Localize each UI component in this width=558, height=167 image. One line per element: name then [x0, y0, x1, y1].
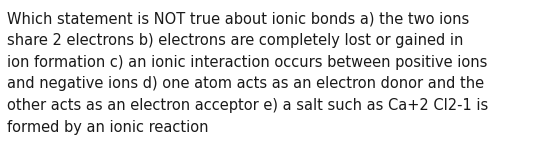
- Text: Which statement is NOT true about ionic bonds a) the two ions
share 2 electrons : Which statement is NOT true about ionic …: [7, 12, 488, 135]
